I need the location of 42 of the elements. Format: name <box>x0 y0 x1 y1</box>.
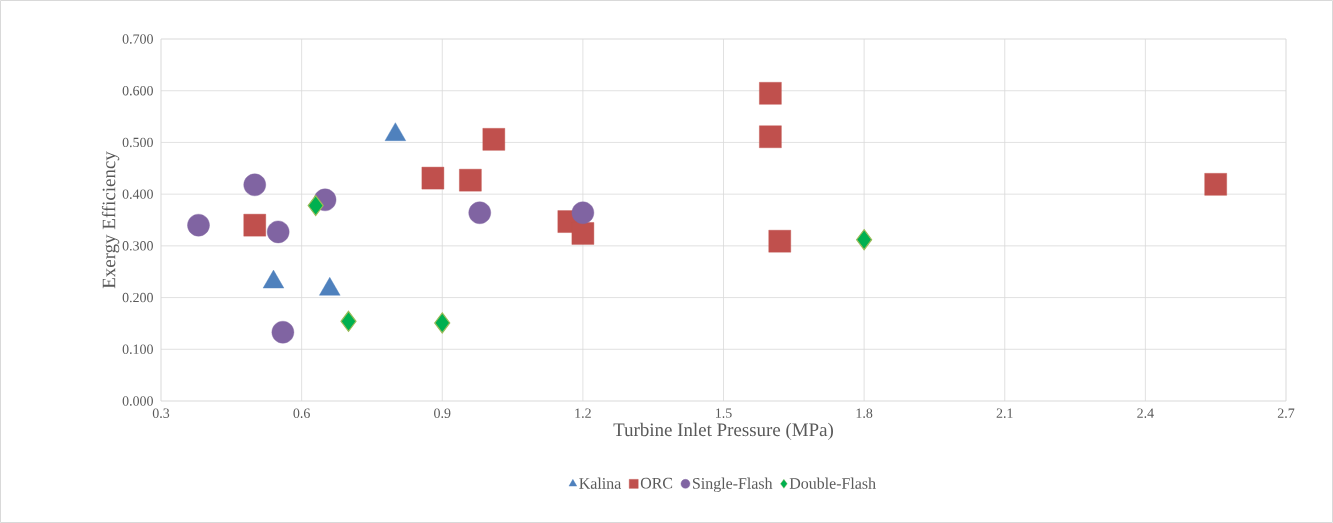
x-tick-label: 2.4 <box>1137 408 1154 418</box>
point <box>307 194 324 217</box>
y-tick-label: 0.500 <box>122 137 153 148</box>
point <box>1204 173 1227 196</box>
legend-label: Kalina <box>579 477 622 489</box>
point <box>243 213 266 237</box>
point <box>243 173 266 197</box>
x-tick-label: 1.8 <box>856 408 873 418</box>
x-tick-label: 1.2 <box>575 408 591 418</box>
legend-label: ORC <box>640 477 673 489</box>
point <box>421 166 445 190</box>
point <box>271 321 295 344</box>
point <box>571 201 595 224</box>
y-tick-label: 0.400 <box>122 189 153 199</box>
point <box>468 201 491 224</box>
x-tick-label: 1.5 <box>716 408 732 418</box>
y-tick-label: 0.700 <box>122 34 153 44</box>
x-tick-label: 0.3 <box>152 408 170 418</box>
y-axis-title: Exergy Efficiency <box>101 151 120 289</box>
point <box>434 312 451 334</box>
point <box>856 229 873 251</box>
legend-label: Single-Flash <box>693 477 773 493</box>
y-tick-label: 0.300 <box>122 241 153 251</box>
point <box>459 168 482 192</box>
x-tick-label: 2.1 <box>996 408 1013 418</box>
point <box>768 230 791 253</box>
point <box>571 222 595 245</box>
point <box>759 82 782 105</box>
x-tick-label: 0.9 <box>434 408 451 418</box>
y-tick-label: 0.100 <box>122 344 153 355</box>
point <box>266 220 290 244</box>
point <box>482 128 506 151</box>
legend-label: Double-Flash <box>789 477 876 489</box>
point <box>759 125 782 148</box>
point <box>340 310 357 332</box>
point <box>187 213 210 237</box>
y-tick-label: 0.600 <box>122 85 153 96</box>
y-tick-label: 0.200 <box>122 292 153 303</box>
x-tick-label: 0.6 <box>293 408 310 418</box>
x-tick-label: 2.7 <box>1277 408 1295 418</box>
y-tick-label: 0.000 <box>122 396 153 406</box>
x-axis-title: Turbine Inlet Pressure (MPa) <box>613 422 833 440</box>
